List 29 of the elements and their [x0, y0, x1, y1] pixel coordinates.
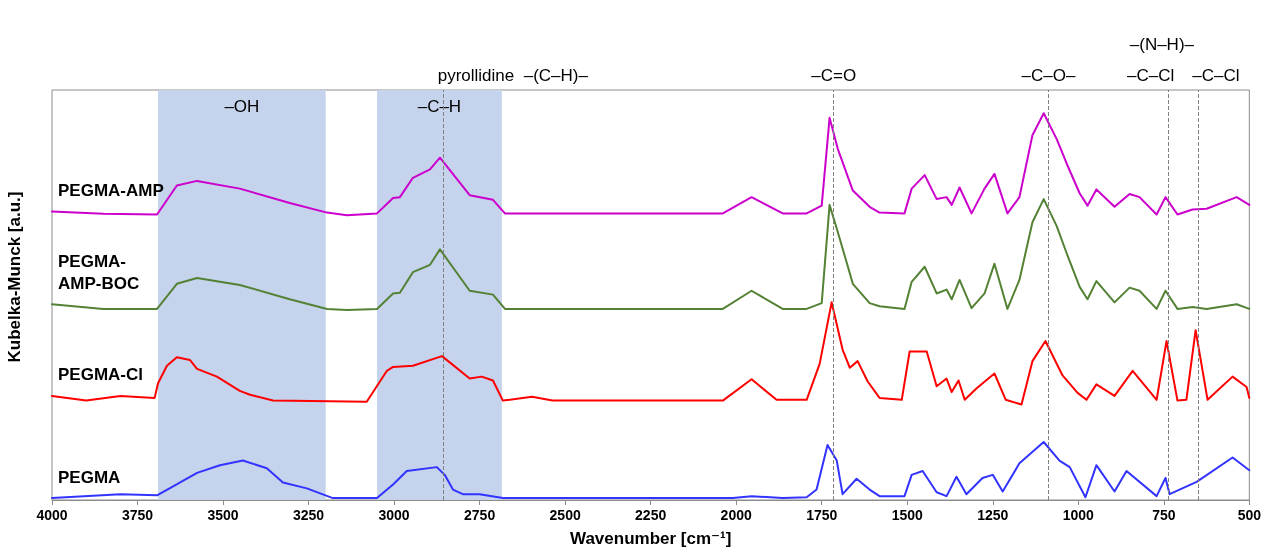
series-label: PEGMA	[58, 467, 121, 487]
ref-line-label: –C–Cl	[1127, 66, 1175, 85]
x-tick-label: 2500	[549, 507, 581, 523]
x-tick-label: 3000	[378, 507, 410, 523]
x-axis-title: Wavenumber [cm⁻¹]	[569, 529, 732, 548]
band-label: –C–H	[417, 97, 462, 116]
ref-line-label: –C–O–	[1021, 66, 1076, 85]
series-label: PEGMA-Cl	[58, 365, 143, 385]
series-label: PEGMA-AMP	[58, 180, 164, 200]
band-label: –OH	[224, 97, 260, 116]
x-tick-label: 2750	[464, 507, 496, 523]
x-tick-label: 3250	[292, 507, 325, 523]
series-label: PEGMA-AMP-BOC	[58, 251, 140, 293]
x-tick-label: 2000	[720, 507, 752, 523]
y-axis-title: Kubelka-Munck [a.u.]	[5, 191, 24, 363]
text: –(N–H)–	[1129, 35, 1195, 54]
x-tick-label: 3750	[121, 507, 154, 523]
x-tick-label: 2250	[635, 507, 667, 523]
x-tick-label: 1250	[977, 507, 1009, 523]
x-tick-label: 750	[1152, 507, 1176, 523]
x-tick-label: 1750	[806, 507, 838, 523]
x-tick-label: 1000	[1062, 507, 1095, 523]
x-tick-label: 1500	[891, 507, 924, 523]
ref-line-label: –C=O	[811, 66, 857, 85]
ref-line-label: pyrollidine –(C–H)–	[437, 66, 589, 85]
x-tick-label: 500	[1237, 507, 1262, 523]
x-tick-label: 3500	[207, 507, 239, 523]
x-tick-label: 4000	[36, 507, 68, 523]
ref-line-label: –C–Cl	[1192, 66, 1240, 85]
